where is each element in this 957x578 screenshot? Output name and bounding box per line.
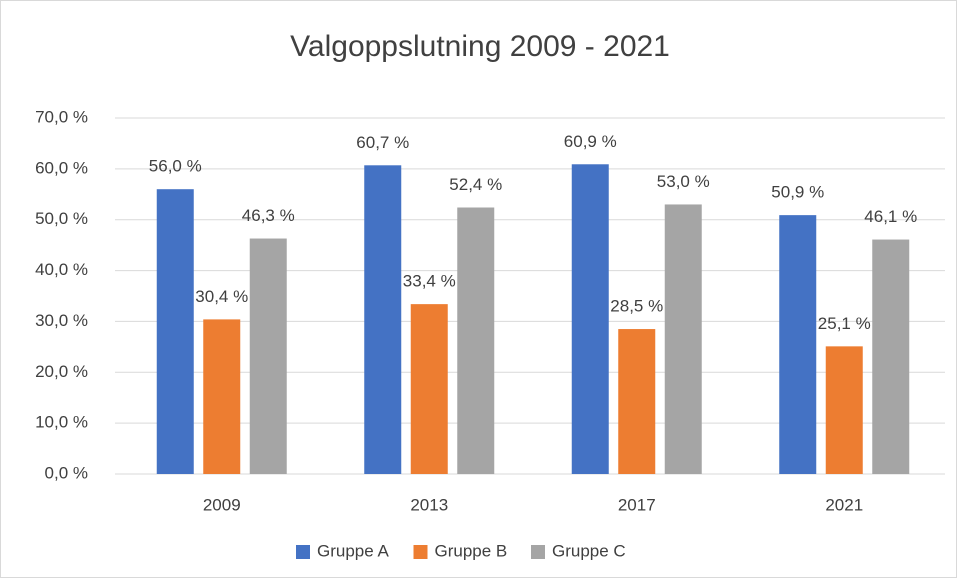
- x-tick-label: 2009: [203, 495, 241, 514]
- bar: [410, 304, 448, 474]
- bar: [825, 346, 863, 474]
- legend-swatch: [296, 545, 310, 559]
- data-label: 52,4 %: [449, 175, 502, 194]
- x-tick-label: 2013: [410, 495, 448, 514]
- y-tick-label: 40,0 %: [35, 260, 88, 279]
- data-label: 46,1 %: [864, 207, 917, 226]
- legend-label: Gruppe A: [317, 541, 389, 560]
- y-tick-label: 0,0 %: [45, 463, 88, 482]
- bar: [779, 215, 817, 474]
- bar: [571, 164, 609, 474]
- data-label: 60,9 %: [564, 132, 617, 151]
- bar: [457, 207, 495, 474]
- legend-label: Gruppe C: [552, 541, 626, 560]
- x-tick-label: 2021: [825, 495, 863, 514]
- legend-swatch: [531, 545, 545, 559]
- y-tick-label: 10,0 %: [35, 413, 88, 432]
- data-label: 50,9 %: [771, 183, 824, 202]
- y-tick-label: 70,0 %: [35, 107, 88, 126]
- y-tick-label: 30,0 %: [35, 311, 88, 330]
- legend-label: Gruppe B: [435, 541, 508, 560]
- y-tick-label: 60,0 %: [35, 158, 88, 177]
- data-label: 46,3 %: [242, 206, 295, 225]
- data-label: 53,0 %: [657, 172, 710, 191]
- x-tick-label: 2017: [618, 495, 656, 514]
- data-label: 28,5 %: [610, 297, 663, 316]
- bar: [249, 238, 287, 474]
- chart-title: Valgoppslutning 2009 - 2021: [290, 30, 670, 63]
- data-label: 56,0 %: [149, 157, 202, 176]
- y-tick-label: 50,0 %: [35, 209, 88, 228]
- data-label: 60,7 %: [356, 133, 409, 152]
- legend-swatch: [413, 545, 428, 559]
- bar: [872, 239, 910, 474]
- bar: [156, 189, 194, 474]
- data-label: 30,4 %: [195, 287, 248, 306]
- bar: [664, 204, 702, 474]
- data-label: 33,4 %: [403, 272, 456, 291]
- y-tick-label: 20,0 %: [35, 362, 88, 381]
- bar: [364, 165, 402, 474]
- data-label: 25,1 %: [818, 314, 871, 333]
- bar: [203, 319, 241, 474]
- bar: [618, 329, 656, 474]
